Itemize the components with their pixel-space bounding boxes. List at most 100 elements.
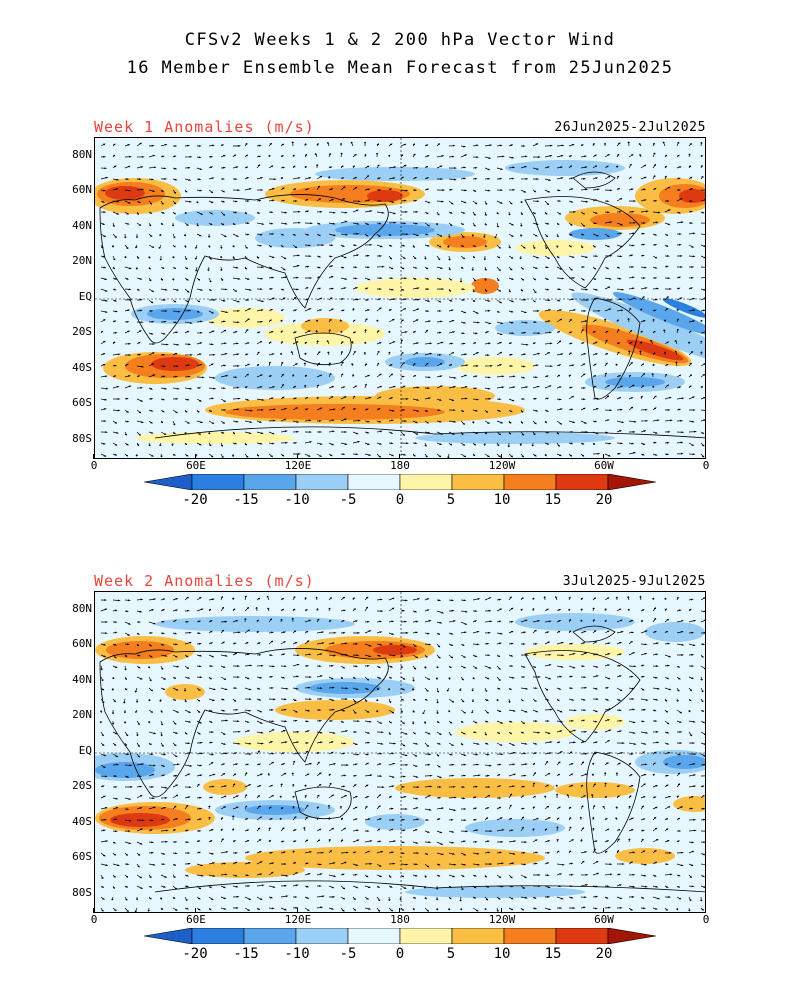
wind-vector-arrow bbox=[460, 255, 466, 260]
wind-vector-arrow bbox=[208, 874, 216, 877]
wind-vector-arrow bbox=[232, 364, 240, 367]
wind-vector-arrow bbox=[544, 144, 553, 147]
wind-vector-arrow bbox=[160, 608, 166, 612]
wind-vector-arrow bbox=[376, 298, 382, 301]
wind-vector-arrow bbox=[424, 852, 429, 855]
wind-vector-arrow bbox=[400, 676, 406, 680]
wind-vector-arrow bbox=[664, 763, 669, 766]
wind-vector-arrow bbox=[616, 675, 622, 678]
colorbar-swatch bbox=[243, 474, 297, 490]
wind-vector-arrow bbox=[568, 762, 574, 766]
wind-vector-arrow bbox=[628, 232, 636, 235]
wind-vector-arrow bbox=[520, 409, 524, 413]
wind-vector-arrow bbox=[435, 885, 439, 890]
wind-vector-arrow bbox=[123, 698, 126, 704]
wind-vector-arrow bbox=[664, 154, 668, 158]
wind-vector-arrow bbox=[424, 453, 428, 458]
wind-vector-arrow bbox=[328, 166, 333, 169]
wind-vector-arrow bbox=[640, 774, 647, 777]
wind-vector-arrow bbox=[568, 596, 571, 601]
wind-vector-arrow bbox=[208, 189, 214, 194]
wind-vector-arrow bbox=[520, 816, 524, 821]
wind-vector-arrow bbox=[581, 431, 589, 433]
wind-vector-arrow bbox=[604, 352, 609, 356]
wind-vector-arrow bbox=[220, 200, 226, 203]
wind-vector-arrow bbox=[676, 419, 684, 422]
wind-vector-arrow bbox=[460, 222, 465, 226]
wind-vector-arrow bbox=[676, 318, 680, 323]
wind-vector-arrow bbox=[196, 145, 202, 147]
wind-vector-arrow bbox=[352, 753, 360, 756]
wind-vector-arrow bbox=[400, 319, 404, 323]
wind-vector-arrow bbox=[568, 309, 577, 312]
wind-vector-arrow bbox=[556, 730, 563, 733]
wind-vector-arrow bbox=[604, 840, 610, 843]
wind-vector-arrow bbox=[652, 762, 656, 766]
wind-vector-arrow bbox=[256, 386, 263, 389]
wind-vector-arrow bbox=[196, 764, 203, 767]
wind-vector-arrow bbox=[604, 277, 612, 280]
wind-vector-arrow bbox=[424, 288, 430, 291]
wind-vector-arrow bbox=[472, 431, 479, 434]
wind-vector-arrow bbox=[256, 320, 264, 323]
wind-vector-arrow bbox=[496, 829, 505, 832]
wind-vector-arrow bbox=[484, 885, 490, 888]
wind-vector-arrow bbox=[208, 353, 216, 356]
wind-vector-arrow bbox=[472, 643, 480, 646]
wind-vector-arrow bbox=[350, 141, 354, 147]
wind-vector-arrow bbox=[448, 167, 458, 169]
wind-vector-arrow bbox=[580, 761, 585, 766]
wind-vector-arrow bbox=[280, 199, 286, 202]
wind-vector-arrow bbox=[304, 907, 310, 912]
wind-vector-arrow bbox=[556, 620, 562, 623]
wind-vector-arrow bbox=[184, 907, 190, 910]
wind-vector-arrow bbox=[628, 817, 634, 821]
wind-vector-arrow bbox=[316, 675, 323, 678]
wind-vector-arrow bbox=[268, 687, 275, 689]
wind-vector-arrow bbox=[232, 608, 236, 612]
wind-vector-arrow bbox=[268, 862, 275, 865]
wind-vector-arrow bbox=[352, 419, 361, 422]
wind-vector-arrow bbox=[112, 676, 115, 680]
wind-vector-arrow bbox=[472, 852, 480, 855]
wind-vector-arrow bbox=[664, 409, 671, 411]
wind-vector-arrow bbox=[220, 620, 228, 623]
wind-vector-arrow bbox=[148, 189, 156, 192]
wind-vector-arrow bbox=[256, 442, 263, 445]
wind-vector-arrow bbox=[136, 155, 145, 158]
wind-vector-arrow bbox=[184, 654, 189, 658]
wind-vector-arrow bbox=[388, 364, 393, 367]
wind-vector-arrow bbox=[280, 453, 285, 457]
wind-vector-arrow bbox=[676, 374, 682, 378]
wind-vector-arrow bbox=[700, 631, 705, 634]
wind-vector-arrow bbox=[508, 244, 511, 249]
wind-vector-arrow bbox=[400, 222, 407, 225]
wind-vector-arrow bbox=[304, 596, 307, 601]
wind-vector-arrow bbox=[208, 608, 212, 612]
wind-vector-arrow bbox=[640, 850, 646, 854]
wind-vector-arrow bbox=[496, 420, 504, 424]
wind-vector-arrow bbox=[641, 222, 646, 224]
wind-vector-arrow bbox=[160, 211, 165, 214]
wind-vector-arrow bbox=[124, 375, 131, 378]
wind-vector-arrow bbox=[580, 619, 583, 623]
wind-vector-arrow bbox=[364, 363, 368, 367]
wind-vector-arrow bbox=[171, 222, 175, 227]
wind-vector-arrow bbox=[580, 255, 589, 258]
wind-vector-arrow bbox=[580, 442, 585, 445]
wind-vector-arrow bbox=[592, 720, 598, 723]
wind-vector-arrow bbox=[436, 687, 440, 693]
wind-vector-arrow bbox=[196, 752, 204, 755]
wind-vector-arrow bbox=[544, 631, 550, 634]
wind-vector-arrow bbox=[400, 255, 406, 260]
wind-vector-arrow bbox=[652, 152, 656, 158]
wind-vector-arrow bbox=[604, 885, 610, 888]
wind-vector-arrow bbox=[388, 373, 393, 378]
week1-panel-title: Week 1 Anomalies (m/s) bbox=[94, 118, 315, 136]
wind-vector-arrow bbox=[508, 698, 511, 704]
wind-vector-arrow bbox=[304, 664, 310, 667]
wind-vector-arrow bbox=[256, 299, 265, 303]
wind-vector-arrow bbox=[232, 795, 239, 799]
wind-vector-arrow bbox=[148, 442, 151, 447]
wind-vector-arrow bbox=[400, 643, 406, 648]
